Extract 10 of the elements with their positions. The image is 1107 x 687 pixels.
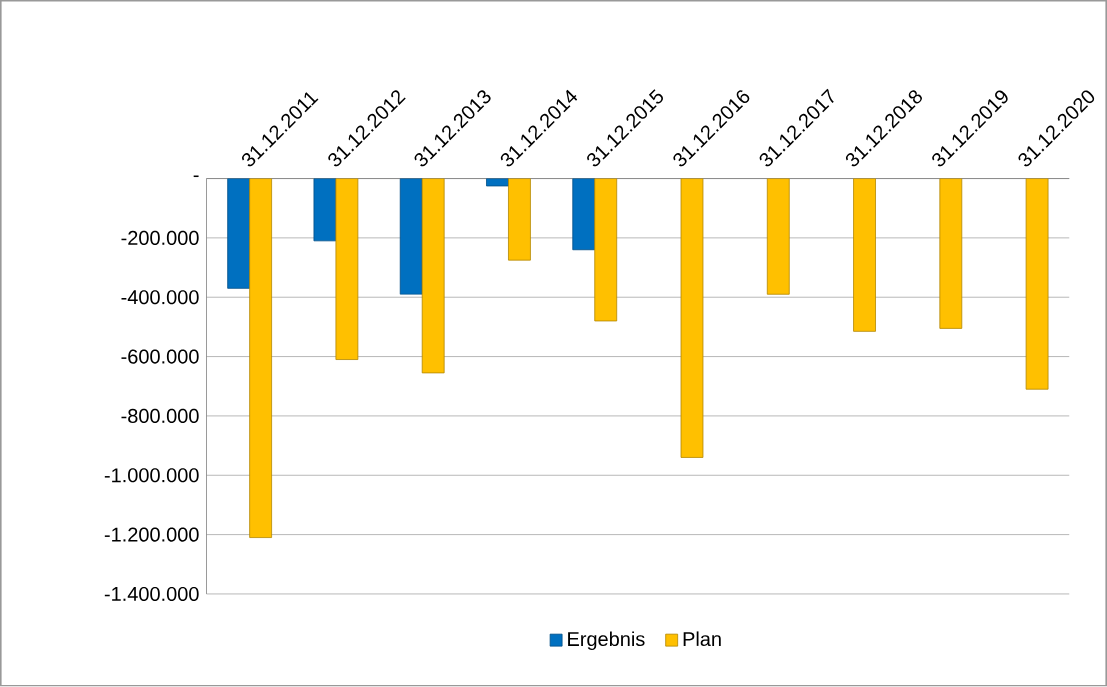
y-tick-label: -1.000.000	[104, 468, 199, 483]
y-tick-label: -200.000	[121, 231, 199, 246]
y-tick-label: -600.000	[121, 349, 199, 364]
y-tick-label: -400.000	[121, 290, 199, 305]
y-tick-label: -800.000	[121, 409, 199, 424]
legend-label: Plan	[683, 631, 721, 647]
y-tick-label: -	[193, 175, 199, 178]
legend-label: Ergebnis	[568, 631, 645, 651]
y-tick-label: -1.200.000	[104, 527, 199, 542]
y-tick-label: -1.400.000	[104, 587, 199, 602]
